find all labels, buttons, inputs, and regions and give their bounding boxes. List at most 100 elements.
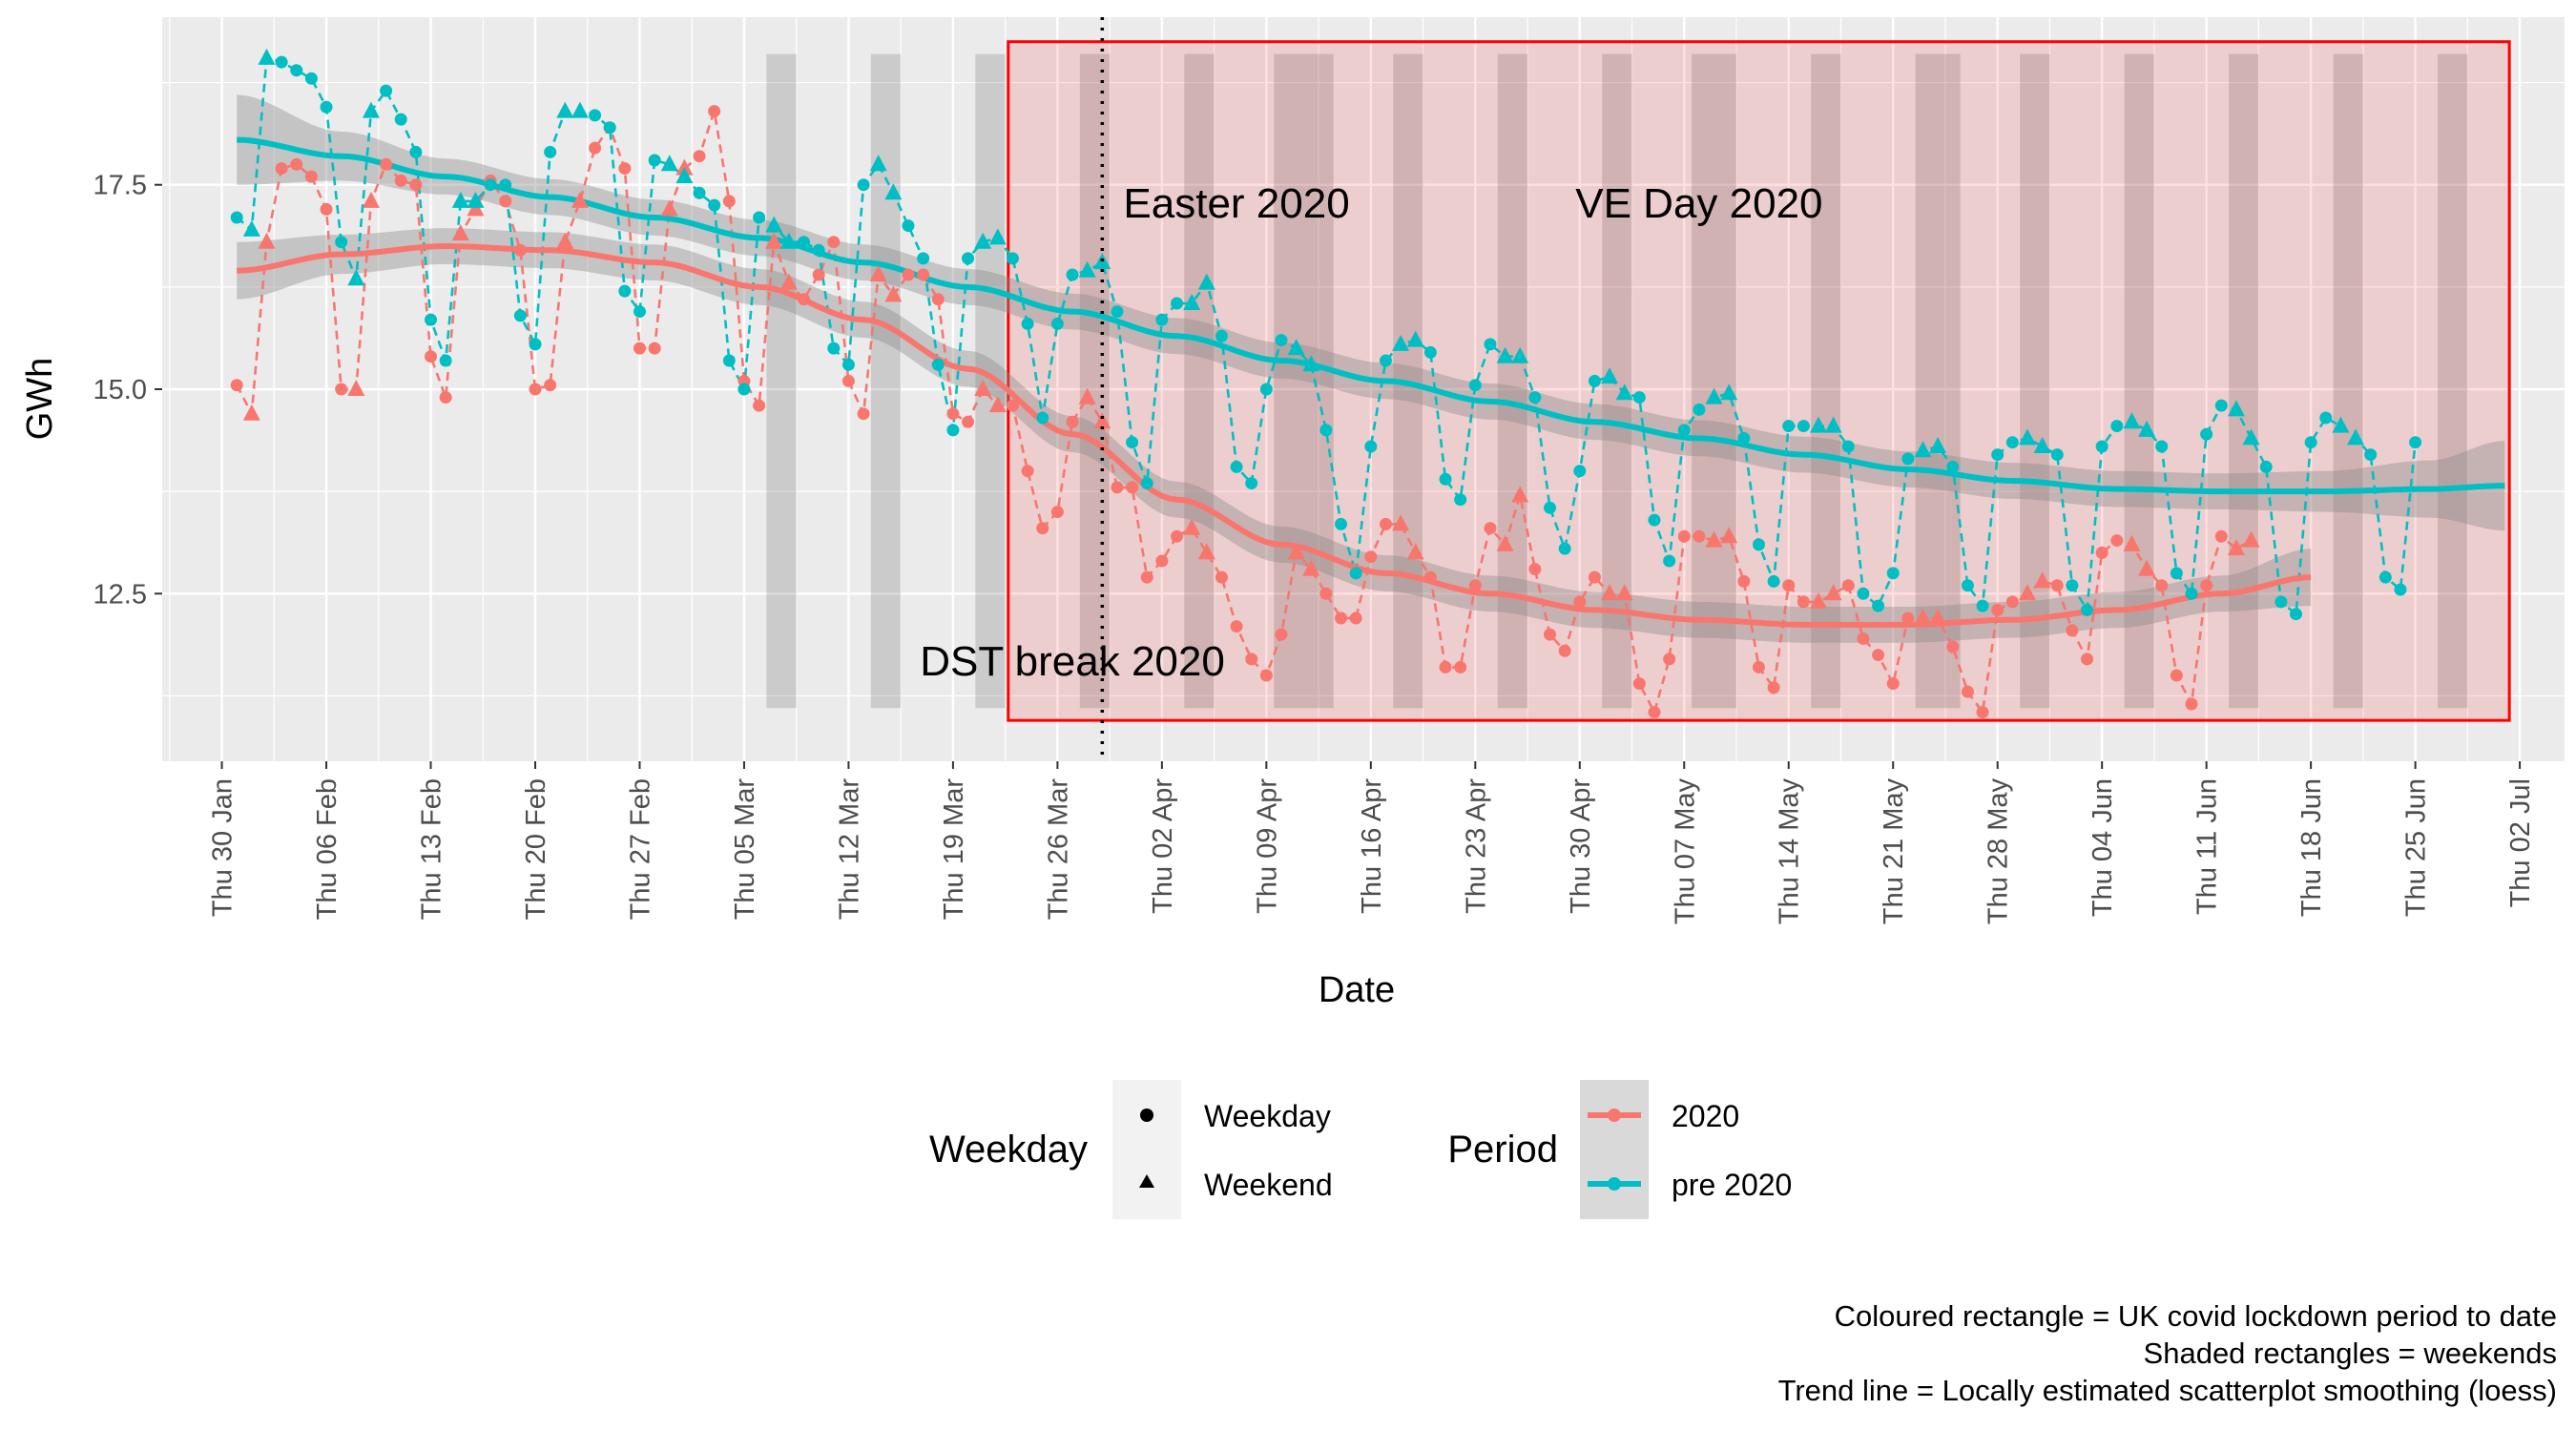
x-tick-label: Thu 05 Mar: [730, 778, 760, 921]
x-tick-label: Thu 30 Jan: [208, 778, 239, 917]
weekday-point: [693, 150, 706, 163]
weekday-point: [1275, 628, 1288, 641]
legend-shape-keys: [1112, 1080, 1181, 1219]
weekday-point: [1693, 529, 1706, 543]
weekend-band: [1915, 53, 1961, 709]
weekday-point: [1126, 436, 1139, 449]
weekday-point: [603, 121, 616, 135]
legend-weekday-key-circle: [1140, 1109, 1153, 1122]
weekday-point: [394, 174, 407, 187]
weekday-point: [1111, 481, 1124, 494]
weekday-point: [1364, 440, 1378, 453]
weekend-point: [1929, 609, 1947, 625]
trend-line-2020: [237, 242, 2312, 628]
weekday-point: [544, 379, 557, 392]
x-tick-label: Thu 07 May: [1670, 778, 1700, 925]
weekend-point: [988, 396, 1007, 413]
weekday-point: [931, 293, 945, 306]
weekday-point: [1872, 599, 1885, 612]
weekday-point: [1648, 706, 1661, 719]
y-axis-title: GWh: [20, 358, 60, 441]
weekend-point: [258, 232, 276, 249]
legend-pre2020-label: pre 2020: [1672, 1168, 1792, 1202]
trend-ribbons: [237, 94, 2505, 643]
weekday-point: [335, 383, 348, 396]
weekend-point: [242, 219, 260, 237]
weekday-point: [1528, 563, 1542, 576]
weekday-point: [1349, 567, 1362, 580]
weekday-point: [2304, 436, 2317, 449]
weekend-point: [1914, 609, 1932, 625]
weekday-point: [1961, 579, 1974, 592]
weekend-point: [1392, 334, 1410, 351]
weekend-band: [1184, 53, 1215, 709]
weekend-point: [1078, 260, 1096, 278]
weekday-point: [230, 379, 243, 392]
weekday-point: [1886, 677, 1900, 691]
weekday-point: [1215, 570, 1228, 584]
weekday-point: [2275, 595, 2288, 609]
weekend-point: [2242, 428, 2260, 446]
weekday-point: [1841, 579, 1855, 592]
weekday-point: [1484, 522, 1497, 535]
weekend-point: [2123, 534, 2141, 551]
weekday-point: [2214, 529, 2228, 543]
weekday-point: [1872, 649, 1885, 662]
weekday-point: [857, 178, 870, 192]
weekend-point: [660, 155, 678, 172]
x-tick-label: Thu 14 May: [1775, 778, 1805, 925]
y-tick-label: 15.0: [93, 375, 147, 405]
x-tick-label: Thu 04 Jun: [2088, 778, 2118, 917]
caption-line-3: Trend line = Locally estimated scatterpl…: [1778, 1374, 2557, 1407]
weekday-point: [1423, 345, 1437, 359]
weekday-point: [529, 338, 542, 351]
weekend-band: [2333, 53, 2363, 709]
x-tick-label: Thu 25 Jun: [2401, 778, 2432, 917]
x-tick-label: Thu 18 Jun: [2296, 778, 2327, 917]
weekday-point: [902, 219, 915, 233]
weekday-point: [439, 391, 452, 404]
weekend-band: [1692, 53, 1736, 709]
x-tick-label: Thu 26 Mar: [1043, 778, 1073, 921]
weekday-point: [2170, 567, 2183, 580]
weekday-point: [1454, 660, 1467, 674]
weekend-point: [1824, 584, 1842, 601]
weekend-point: [1615, 383, 1633, 401]
weekend-point: [2033, 571, 2051, 589]
weekday-point: [1439, 472, 1452, 486]
weekday-point: [1036, 411, 1049, 425]
legend-2020-label: 2020: [1672, 1099, 1739, 1133]
weekday-point: [618, 162, 632, 176]
x-tick-label: Thu 06 Feb: [312, 778, 343, 920]
weekend-point: [765, 216, 783, 233]
weekday-point: [2081, 653, 2094, 666]
weekday-point: [1558, 542, 1571, 555]
weekday-point: [1886, 567, 1900, 580]
weekend-point: [2018, 428, 2036, 446]
weekday-point: [1050, 506, 1064, 519]
weekday-point: [1171, 297, 1184, 310]
weekday-point: [1006, 399, 1019, 412]
x-axis-title: Date: [1319, 970, 1395, 1010]
weekend-band: [2438, 53, 2468, 709]
x-tick-label: Thu 21 May: [1879, 778, 1909, 925]
weekday-point: [812, 268, 825, 281]
weekend-point: [869, 265, 887, 281]
weekday-point: [1857, 587, 1870, 600]
trend-ribbon-2020: [237, 228, 2312, 643]
weekend-point: [675, 167, 694, 184]
x-tick-label: Thu 09 Apr: [1252, 778, 1282, 914]
weekday-point: [753, 211, 766, 224]
weekend-point: [2347, 428, 2365, 446]
weekend-point: [765, 232, 783, 249]
weekend-point: [2033, 437, 2051, 453]
weekend-point: [1601, 584, 1619, 601]
weekday-point: [1677, 424, 1691, 437]
legend: Weekday Weekday Weekend Period 2020 pre …: [929, 1080, 1792, 1219]
weekday-point: [1737, 574, 1751, 588]
weekday-point: [917, 268, 930, 281]
weekday-point: [2005, 436, 2019, 449]
weekend-point: [2332, 416, 2350, 433]
weekday-point: [529, 383, 542, 396]
weekday-point: [1991, 448, 2005, 462]
